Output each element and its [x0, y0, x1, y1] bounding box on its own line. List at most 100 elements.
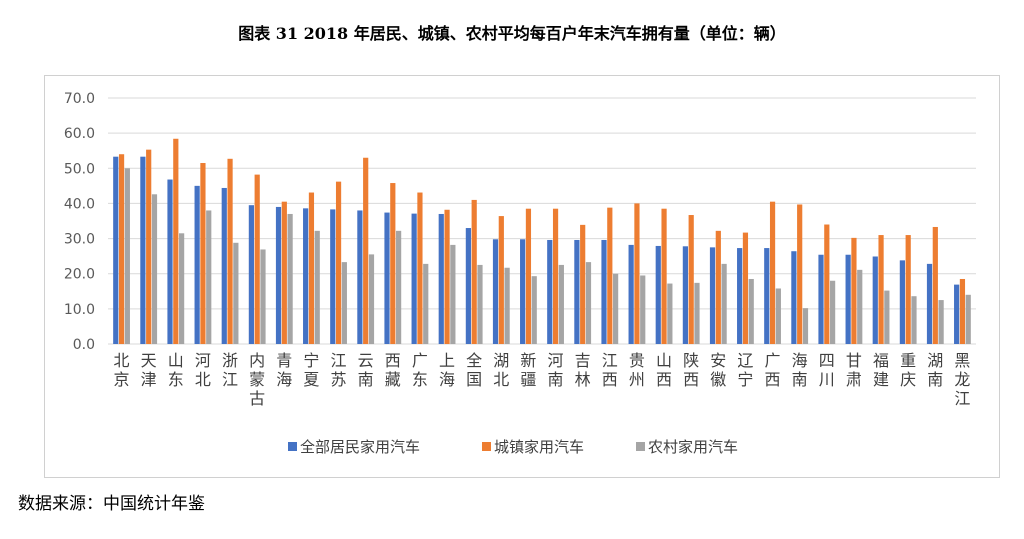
bar	[634, 203, 640, 344]
bar	[124, 168, 130, 344]
bar	[167, 179, 173, 344]
x-tick-label: 黑龙江	[954, 351, 970, 408]
x-tick-label: 山西	[656, 351, 672, 389]
bar	[357, 210, 363, 344]
y-tick-label: 40.0	[64, 196, 95, 212]
bar	[574, 239, 580, 344]
bar	[737, 248, 743, 344]
bar	[709, 247, 716, 344]
x-tick-label: 辽宁	[737, 351, 753, 389]
x-tick-label: 福建	[873, 351, 889, 389]
source-note: 数据来源：中国统计年鉴	[18, 494, 205, 514]
bar	[580, 224, 586, 344]
bar	[465, 228, 471, 344]
bar	[682, 246, 688, 344]
bar	[911, 296, 917, 344]
bar	[314, 230, 320, 344]
y-tick-label: 10.0	[64, 302, 95, 318]
bar	[558, 264, 564, 344]
bar	[764, 248, 770, 344]
bar	[742, 232, 749, 344]
legend-swatch	[482, 442, 491, 451]
bar	[878, 235, 884, 344]
chart-frame	[44, 75, 1000, 478]
bar	[260, 249, 266, 344]
bar	[872, 256, 878, 344]
bar	[775, 288, 781, 344]
bar	[525, 208, 532, 344]
bar	[450, 244, 456, 344]
x-tick-label: 贵州	[629, 351, 645, 389]
bar	[227, 158, 233, 344]
bar	[341, 262, 347, 344]
bar	[308, 192, 315, 344]
bar	[748, 278, 754, 344]
bar	[954, 284, 960, 344]
bar	[194, 185, 200, 344]
bar	[396, 230, 402, 344]
x-tick-label: 江西	[602, 351, 618, 389]
legend-label: 城镇家用汽车	[494, 438, 584, 456]
bar	[173, 138, 179, 344]
x-tick-label: 河南	[548, 351, 564, 389]
bar	[254, 174, 260, 344]
bar	[640, 275, 646, 344]
bar	[791, 251, 797, 344]
bar	[368, 254, 375, 344]
bar	[140, 156, 146, 344]
y-tick-label: 50.0	[64, 161, 95, 177]
chart-title: 图表 31 2018 年居民、城镇、农村平均每百户年末汽车拥有量（单位：辆）	[238, 24, 786, 43]
bar	[715, 230, 721, 344]
bar	[531, 276, 537, 344]
y-tick-label: 70.0	[64, 91, 95, 107]
bar	[221, 187, 227, 344]
bar	[926, 263, 933, 344]
bar	[417, 192, 423, 344]
bar	[932, 226, 938, 344]
bar	[281, 201, 287, 344]
bar	[303, 208, 309, 344]
bar	[113, 156, 119, 344]
bar	[797, 204, 803, 344]
bar	[330, 209, 336, 344]
x-tick-label: 安徽	[710, 351, 726, 389]
bar	[233, 242, 239, 344]
bar	[721, 263, 727, 344]
bar	[601, 239, 607, 344]
bar-chart: 0.0 10.0 20.0 30.0 40.0 50.0 60.0 70.0 北京天津山东河北浙…	[64, 91, 976, 456]
bar	[335, 181, 342, 344]
bar	[118, 154, 125, 344]
bar	[607, 207, 613, 344]
y-tick-label: 30.0	[64, 232, 95, 248]
x-tick-label: 宁夏	[303, 351, 319, 389]
bar	[905, 235, 911, 344]
bar	[520, 239, 526, 344]
bar	[830, 280, 836, 344]
bar	[965, 294, 971, 344]
x-tick-label: 全国	[466, 351, 482, 389]
x-tick-label: 江苏	[331, 351, 347, 389]
y-tick-label: 60.0	[64, 126, 95, 142]
bar	[423, 263, 429, 344]
bar	[938, 300, 944, 344]
bar	[206, 210, 212, 344]
bar	[818, 254, 824, 344]
bar	[667, 283, 673, 344]
bar	[585, 262, 592, 344]
bar	[498, 216, 504, 344]
legend-swatch	[288, 442, 297, 451]
bar	[179, 233, 185, 344]
x-tick-label: 上海	[439, 351, 455, 389]
bar	[151, 194, 158, 344]
bar	[200, 163, 206, 344]
bar	[471, 199, 477, 344]
x-tick-label: 甘肃	[846, 351, 862, 389]
x-tick-label: 山东	[168, 351, 184, 389]
bar	[769, 201, 776, 344]
x-tick-label: 四川	[819, 351, 835, 389]
bar	[477, 264, 483, 344]
bar	[884, 290, 890, 344]
bar	[613, 273, 619, 344]
bar	[802, 308, 809, 344]
bar	[438, 213, 444, 344]
